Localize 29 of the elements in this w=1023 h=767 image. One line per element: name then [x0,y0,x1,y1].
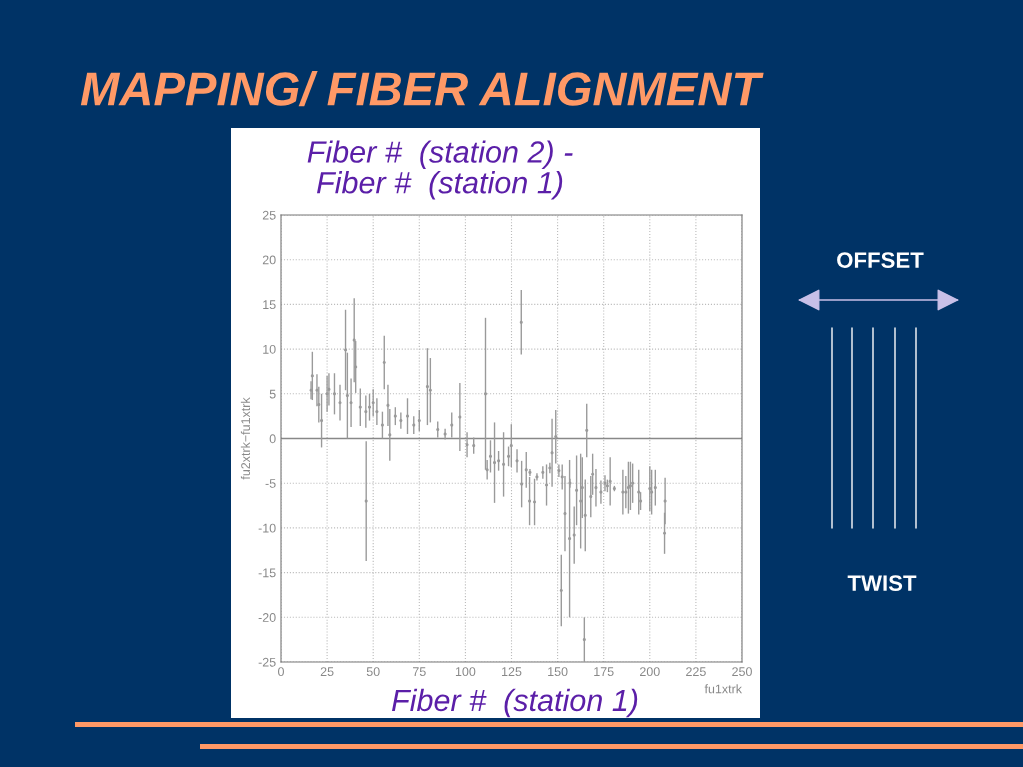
y-axis-title: fu2xtrk−fu1xtrk [240,397,251,480]
text: Fiber # (station 1) [391,688,638,718]
y-tick-label: -15 [258,568,276,578]
text: OFFSET [837,252,924,268]
y-tick-label: 25 [262,210,276,220]
x-tick-label: 50 [366,667,380,677]
y-tick-label: -10 [258,523,276,533]
y-tick-label: 10 [263,344,276,354]
x-tick-label: 150 [548,667,568,677]
y-tick-label: -5 [265,479,276,488]
x-axis-title: fu1xtrk [704,684,743,694]
x-tick-label: 100 [455,667,476,677]
x-tick-label: 75 [412,667,426,677]
y-tick-label: -20 [258,613,276,622]
y-tick-label: 15 [263,300,276,310]
x-tick-label: 250 [732,667,752,677]
y-tick-label: -25 [258,657,276,667]
x-tick-label: 200 [640,667,660,677]
chart-title: MAPPING/ FIBER ALIGNMENT [80,70,764,107]
x-tick-label: 125 [502,667,522,677]
text: TWIST [847,575,917,591]
y-tick-label: 5 [269,389,276,399]
text: Fiber # (station 2) - Fiber # (station 1) [307,140,573,200]
x-tick-label: 175 [594,667,614,677]
y-tick-label: 20 [262,255,276,265]
x-tick-label: 0 [278,667,284,677]
y-tick-label: 0 [269,434,276,444]
x-tick-label: 225 [686,667,706,677]
x-tick-label: 25 [320,667,334,677]
